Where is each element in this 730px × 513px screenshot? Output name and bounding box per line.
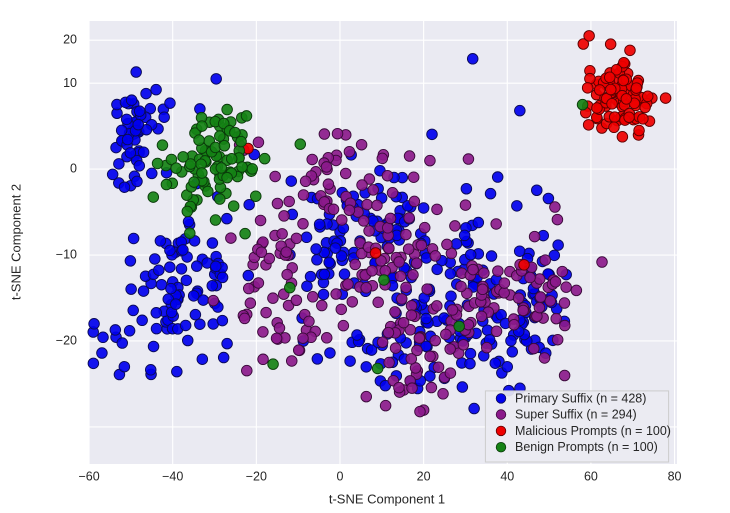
svg-text:40: 40 [500,470,514,484]
svg-text:Benign Prompts (n = 100): Benign Prompts (n = 100) [515,440,658,454]
svg-text:0: 0 [337,470,344,484]
svg-text:−40: −40 [162,470,183,484]
svg-text:−60: −60 [78,470,99,484]
svg-text:Malicious Prompts (n = 100): Malicious Prompts (n = 100) [515,424,671,438]
svg-text:−20: −20 [56,334,77,348]
svg-text:Super Suffix (n = 294): Super Suffix (n = 294) [515,407,637,421]
svg-text:−20: −20 [246,470,267,484]
svg-text:60: 60 [584,470,598,484]
svg-text:t-SNE Component 2: t-SNE Component 2 [9,184,24,300]
svg-text:20: 20 [417,470,431,484]
svg-text:t-SNE Component 1: t-SNE Component 1 [329,492,445,507]
svg-text:10: 10 [63,76,77,90]
svg-text:20: 20 [63,33,77,47]
svg-text:80: 80 [668,470,682,484]
svg-text:−10: −10 [56,248,77,262]
svg-text:0: 0 [70,162,77,176]
svg-text:Primary Suffix (n = 428): Primary Suffix (n = 428) [515,391,646,405]
